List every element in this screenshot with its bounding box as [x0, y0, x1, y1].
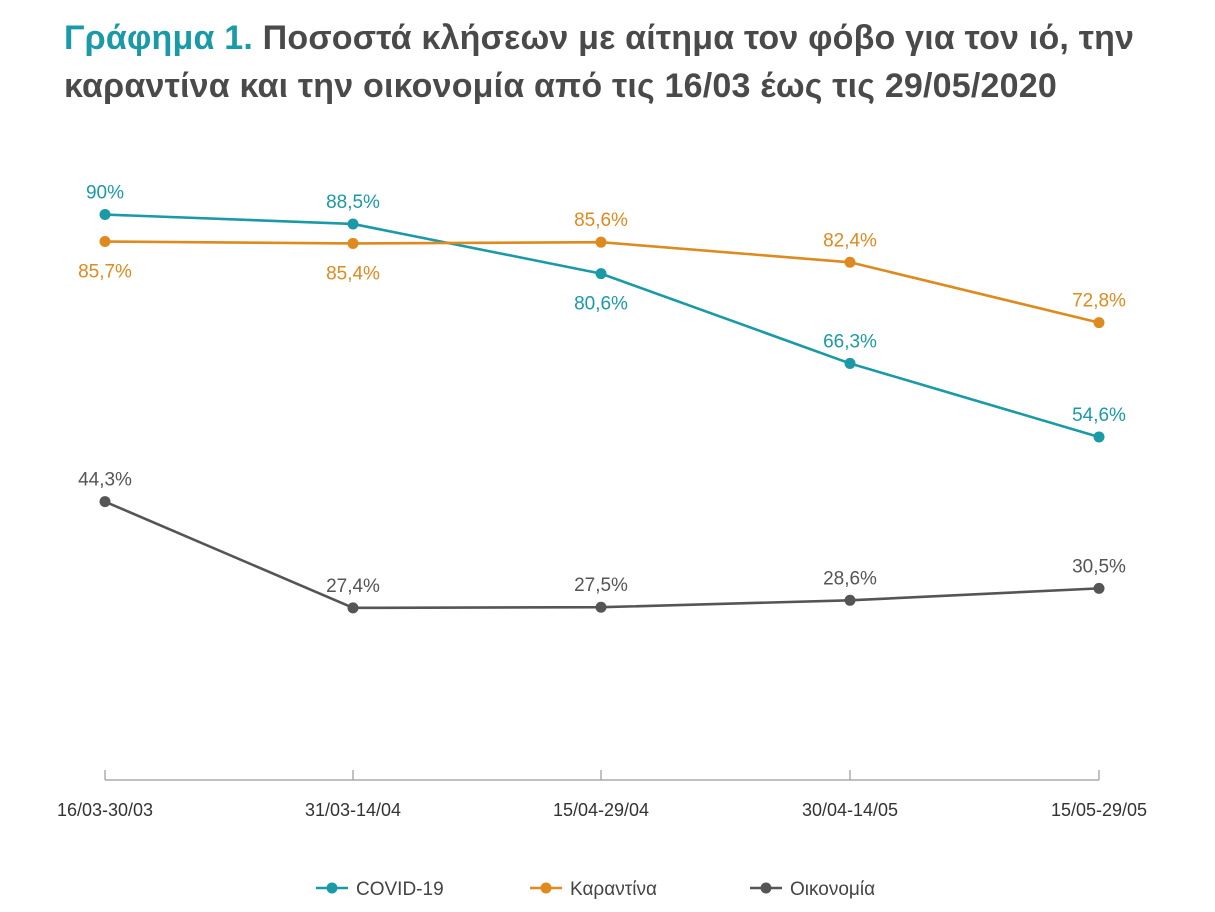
data-point: [1093, 582, 1105, 594]
x-axis: 16/03-30/03 31/03-14/04 15/04-29/04 30/04-1…: [57, 770, 1147, 820]
x-tick-label: 15/04-29/04: [553, 800, 649, 820]
data-point: [1093, 431, 1105, 443]
data-point: [347, 218, 359, 230]
data-label: 27,4%: [326, 576, 380, 597]
legend-marker: [760, 882, 772, 894]
data-label: 80,6%: [574, 294, 628, 315]
x-tick-label: 30/04-14/05: [802, 800, 898, 820]
chart-title-prefix: Γράφημα 1.: [64, 19, 253, 57]
series-points: [99, 209, 1105, 614]
data-label: 30,5%: [1072, 556, 1126, 577]
data-label: 85,6%: [574, 210, 628, 231]
data-point: [1093, 317, 1105, 329]
legend: COVID-19 Καραντίνα Οικονομία: [316, 879, 875, 900]
data-point: [595, 601, 607, 613]
data-label: 72,8%: [1072, 291, 1126, 312]
chart-title: Γράφημα 1. Ποσοστά κλήσεων με αίτημα τον…: [64, 14, 1184, 110]
data-point: [347, 237, 359, 249]
data-point: [844, 256, 856, 268]
data-label: 28,6%: [823, 568, 877, 589]
data-label: 85,7%: [78, 262, 132, 283]
data-label: 90%: [86, 183, 124, 204]
data-point: [347, 602, 359, 614]
x-tick-label: 16/03-30/03: [57, 800, 153, 820]
data-labels: 90% 88,5% 80,6% 66,3% 54,6% 85,7% 85,4% 85,6% 82…: [78, 183, 1126, 597]
legend-label: COVID-19: [356, 879, 444, 900]
data-label: 82,4%: [823, 230, 877, 251]
data-point: [595, 268, 607, 280]
data-point: [595, 236, 607, 248]
data-point: [99, 236, 111, 248]
legend-label: Οικονομία: [790, 879, 875, 900]
data-point: [844, 357, 856, 369]
x-tick-label: 31/03-14/04: [305, 800, 401, 820]
data-point: [844, 594, 856, 606]
legend-label: Καραντίνα: [570, 879, 657, 900]
series-line: [104, 213, 1100, 439]
x-tick-label: 15/05-29/05: [1051, 800, 1147, 820]
data-label: 44,3%: [78, 470, 132, 491]
legend-marker: [540, 882, 552, 894]
chart-title-text: Ποσοστά κλήσεων με αίτημα τον φόβο για τ…: [64, 19, 1135, 105]
data-label: 27,5%: [574, 575, 628, 596]
data-label: 85,4%: [326, 263, 380, 284]
legend-marker: [326, 882, 338, 894]
data-point: [99, 209, 111, 221]
data-label: 54,6%: [1072, 405, 1126, 426]
data-point: [99, 496, 111, 508]
data-label: 66,3%: [823, 331, 877, 352]
data-label: 88,5%: [326, 192, 380, 213]
